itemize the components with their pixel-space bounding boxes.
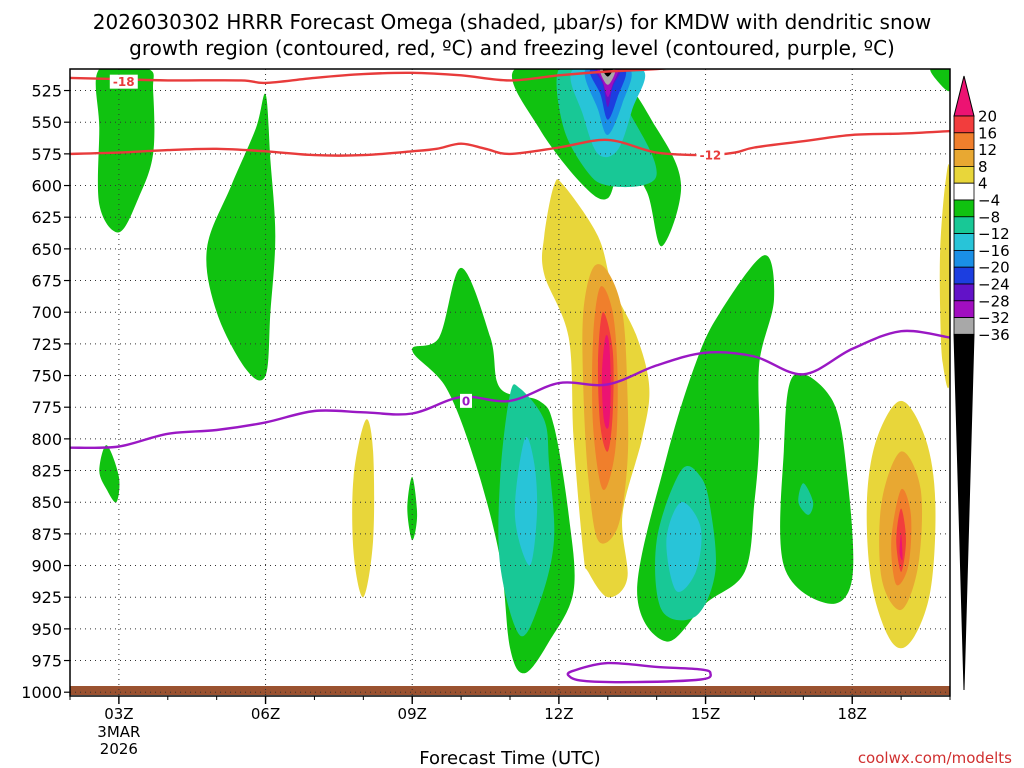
colorbar-label-16: 16: [978, 124, 997, 142]
colorbar-swatch-12: [953, 300, 975, 318]
y-tick-label-675: 675: [31, 272, 62, 291]
x-tick-label-03Z: 03Z: [104, 705, 133, 723]
ground-strip: [70, 686, 950, 695]
credit-text: coolwx.com/modelts: [858, 749, 1012, 767]
contour-label-dgz-minus18: -18: [113, 75, 135, 89]
contour-freezing-level: [70, 329, 950, 450]
omega-shading: [95, 69, 950, 674]
omega-region-7: [930, 69, 950, 92]
omega-region-8: [407, 476, 418, 541]
y-tick-label-750: 750: [31, 367, 62, 386]
x-tick-label-18Z: 18Z: [838, 705, 867, 723]
y-tick-label-1000: 1000: [21, 683, 62, 702]
y-tick-label-925: 925: [31, 588, 62, 607]
y-tick-label-650: 650: [31, 240, 62, 259]
colorbar-label--20: −20: [978, 259, 1010, 277]
y-tick-label-850: 850: [31, 493, 62, 512]
colorbar-label--32: −32: [978, 309, 1010, 327]
omega-region-2: [99, 445, 120, 503]
colorbar-swatch-9: [953, 249, 975, 268]
colorbar-label--24: −24: [978, 276, 1010, 294]
omega-region-23: [352, 419, 375, 598]
chart-title-line-1: 2026030302 HRRR Forecast Omega (shaded, …: [93, 10, 931, 34]
x-tick-sublabel-1: 2026: [100, 740, 138, 758]
colorbar-label-8: 8: [978, 158, 988, 176]
y-tick-label-775: 775: [31, 398, 62, 417]
contour-label-freezing-level: 0: [462, 394, 470, 408]
colorbar-label--4: −4: [978, 192, 1000, 210]
contour-label-bg-freezing-level: [460, 393, 472, 408]
omega-region-1: [206, 93, 276, 381]
x-tick-label-09Z: 09Z: [398, 705, 427, 723]
y-tick-label-550: 550: [31, 113, 62, 132]
x-tick-label-12Z: 12Z: [544, 705, 573, 723]
contour-dgz-minus12: [70, 129, 950, 157]
y-axis: 525 550 575 600 625 650 675 700 725 750 775 800 825 8…: [21, 82, 70, 702]
colorbar-swatch-13: [953, 317, 975, 335]
omega-region-14: [666, 502, 702, 593]
omega-region-32: [601, 334, 611, 429]
contour-freezing-level-low: [566, 661, 712, 684]
colorbar-swatch-8: [953, 233, 975, 251]
x-tick-label-15Z: 15Z: [691, 705, 720, 723]
colorbar-swatch-1: [953, 115, 975, 134]
colorbar-swatch-11: [953, 283, 975, 302]
y-tick-label-525: 525: [31, 82, 62, 101]
colorbar-swatch-3: [953, 149, 975, 167]
colorbar-label-20: 20: [978, 108, 997, 126]
contour-label-dgz-minus12: -12: [700, 149, 722, 163]
colorbar-label-12: 12: [978, 141, 997, 159]
colorbar-label--12: −12: [978, 225, 1010, 243]
omega-region-12: [798, 483, 814, 515]
x-axis-label: Forecast Time (UTC): [419, 748, 600, 768]
contour-label-bg-dgz-minus12: [696, 148, 725, 163]
colorbar-label--16: −16: [978, 242, 1010, 260]
y-tick-label-875: 875: [31, 525, 62, 544]
omega-region-33: [899, 533, 903, 561]
colorbar-swatch-4: [953, 165, 975, 184]
omega-region-0: [95, 69, 155, 233]
colorbar-label-4: 4: [978, 175, 988, 193]
x-tick-label-06Z: 06Z: [251, 705, 280, 723]
omega-region-13: [514, 436, 538, 566]
y-tick-label-950: 950: [31, 620, 62, 639]
contour-label-bg-dgz-minus18: [109, 74, 138, 89]
contour-dgz-minus18: [70, 69, 673, 85]
y-tick-label-575: 575: [31, 145, 62, 164]
y-tick-label-800: 800: [31, 430, 62, 449]
colorbar-label--28: −28: [978, 292, 1010, 310]
omega-region-6: [780, 373, 854, 604]
colorbar-arrow-top: [953, 75, 975, 117]
colorbar-swatch-7: [953, 216, 975, 235]
y-tick-label-700: 700: [31, 303, 62, 322]
gridlines: [70, 69, 950, 696]
colorbar-label--36: −36: [978, 326, 1010, 344]
temperature-contours: -18 -12 0: [70, 69, 950, 684]
chart-title-line-2: growth region (contoured, red, ºC) and f…: [129, 36, 895, 60]
x-tick-sublabel-0: 3MAR: [97, 723, 140, 741]
colorbar-label--8: −8: [978, 208, 1000, 226]
colorbar-swatch-10: [953, 266, 975, 285]
y-tick-label-725: 725: [31, 335, 62, 354]
y-tick-label-900: 900: [31, 557, 62, 576]
colorbar-swatch-2: [953, 132, 975, 151]
colorbar-swatch-6: [953, 199, 975, 218]
y-tick-label-625: 625: [31, 208, 62, 227]
omega-region-25: [939, 164, 950, 389]
y-tick-label-975: 975: [31, 652, 62, 671]
colorbar-swatch-5: [953, 182, 975, 201]
colorbar-arrow-bottom: [953, 333, 975, 691]
y-tick-label-600: 600: [31, 177, 62, 196]
y-tick-label-825: 825: [31, 462, 62, 481]
